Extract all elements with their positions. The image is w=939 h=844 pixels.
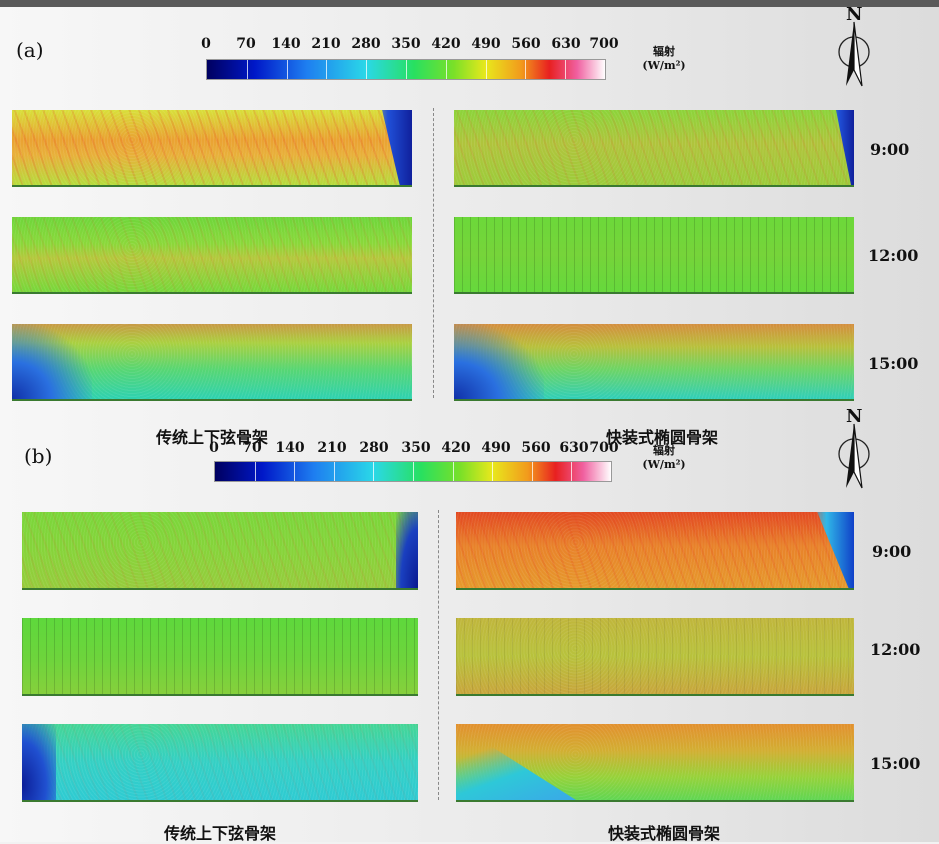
panel-a-left-caption: 传统上下弦骨架 — [155, 428, 269, 447]
colorbar-a-tick: 700 — [589, 36, 619, 52]
north-label: N — [846, 406, 863, 427]
colorbar-b-tick: 630 — [559, 440, 589, 456]
time-label-b-1200: 12:00 — [870, 640, 921, 659]
panel-b-letter: (b) — [24, 444, 53, 468]
colorbar-a-tick: 350 — [391, 36, 421, 52]
unit-label: 辐射 — [653, 444, 675, 457]
north-label: N — [846, 4, 863, 25]
colorbar-b-tick: 490 — [481, 440, 511, 456]
top-border — [0, 0, 939, 7]
panel-a-divider — [433, 108, 434, 398]
radiation-map-b-left-0900 — [22, 512, 418, 590]
colorbar-a-tick: 210 — [311, 36, 341, 52]
radiation-map-b-left-1200 — [22, 618, 418, 696]
compass-icon — [838, 21, 870, 87]
unit-text: (W/m²) — [642, 458, 686, 471]
colorbar-a — [206, 59, 606, 80]
panel-b-divider — [438, 510, 439, 800]
radiation-map-a-left-1200 — [12, 217, 412, 294]
time-label-a-0900: 9:00 — [870, 140, 910, 159]
colorbar-b-unit: 辐射 (W/m²) — [634, 444, 694, 472]
panel-a-letter: (a) — [16, 38, 44, 62]
colorbar-b-ticks: 0 70 140 210 280 350 420 490 560 630 700 — [0, 440, 939, 458]
radiation-map-a-left-0900 — [12, 110, 412, 187]
colorbar-b-tick: 350 — [401, 440, 431, 456]
radiation-map-b-right-0900 — [456, 512, 854, 590]
colorbar-b — [214, 461, 612, 482]
colorbar-a-tick: 280 — [351, 36, 381, 52]
radiation-map-b-right-1200 — [456, 618, 854, 696]
colorbar-a-tick: 0 — [201, 36, 211, 52]
shadow-region — [396, 512, 418, 588]
colorbar-b-tick: 700 — [589, 440, 619, 456]
time-label-a-1200: 12:00 — [868, 246, 919, 265]
colorbar-a-tick: 140 — [271, 36, 301, 52]
time-label-b-1500: 15:00 — [870, 754, 921, 773]
north-arrow-a: N — [832, 4, 876, 88]
colorbar-b-tick: 70 — [242, 440, 262, 456]
colorbar-a-tick: 490 — [471, 36, 501, 52]
north-arrow-b: N — [832, 406, 876, 490]
shadow-region — [22, 724, 56, 800]
panel-b-right-caption: 快装式椭圆骨架 — [607, 824, 721, 843]
colorbar-a-tick: 70 — [236, 36, 256, 52]
colorbar-a-tick: 560 — [511, 36, 541, 52]
time-label-a-1500: 15:00 — [868, 354, 919, 373]
colorbar-b-tick: 140 — [275, 440, 305, 456]
unit-label: 辐射 — [653, 45, 675, 58]
unit-text: (W/m²) — [642, 59, 686, 72]
radiation-map-a-left-1500 — [12, 324, 412, 401]
colorbar-a-tick: 420 — [431, 36, 461, 52]
radiation-map-a-right-1200 — [454, 217, 854, 294]
panel-b-left-caption: 传统上下弦骨架 — [163, 824, 277, 843]
colorbar-a-tick: 630 — [551, 36, 581, 52]
colorbar-b-tick: 280 — [359, 440, 389, 456]
radiation-map-b-left-1500 — [22, 724, 418, 802]
panel-a-right-caption: 快装式椭圆骨架 — [605, 428, 719, 447]
radiation-map-b-right-1500 — [456, 724, 854, 802]
colorbar-a-ticks: 0 70 140 210 280 350 420 490 560 630 700 — [0, 36, 939, 54]
time-label-b-0900: 9:00 — [872, 542, 912, 561]
colorbar-a-unit: 辐射 (W/m²) — [634, 45, 694, 73]
colorbar-b-tick: 0 — [209, 440, 219, 456]
colorbar-b-tick: 210 — [317, 440, 347, 456]
colorbar-b-tick: 420 — [441, 440, 471, 456]
shadow-region — [12, 324, 92, 399]
shadow-region — [454, 324, 544, 399]
compass-icon — [838, 423, 870, 489]
radiation-map-a-right-1500 — [454, 324, 854, 401]
colorbar-b-tick: 560 — [521, 440, 551, 456]
radiation-map-a-right-0900 — [454, 110, 854, 187]
